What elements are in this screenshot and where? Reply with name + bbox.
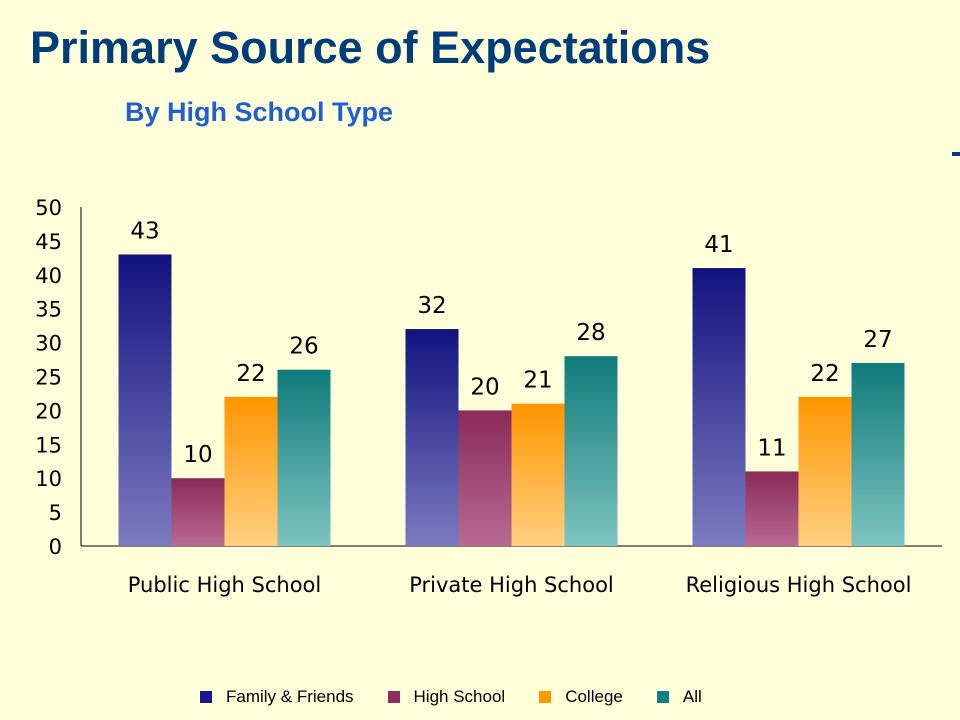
data-label: 27 [863, 327, 892, 353]
y-tick-label: 25 [35, 366, 62, 390]
y-tick-label: 30 [35, 332, 62, 356]
legend: Family & Friends High School College All [200, 686, 736, 708]
y-tick-label: 15 [35, 433, 62, 457]
bar-0-0 [118, 254, 172, 546]
bar-3-0 [277, 369, 331, 546]
y-tick-label: 50 [35, 196, 62, 220]
legend-swatch [539, 691, 552, 703]
data-label: 22 [810, 361, 839, 387]
bar-1-0 [171, 478, 225, 546]
legend-label: College [565, 687, 623, 706]
data-label: 41 [704, 232, 733, 258]
legend-label: High School [413, 687, 506, 706]
y-tick-label: 45 [35, 230, 62, 254]
bars-group: 43 10 22 26 32 20 21 28 41 11 22 27 [118, 218, 905, 546]
y-tick-label: 35 [35, 298, 62, 322]
bar-3-2 [851, 362, 905, 546]
legend-label: Family & Friends [226, 687, 354, 706]
legend-item-family-friends: Family & Friends [200, 687, 354, 707]
legend-swatch [200, 691, 212, 703]
data-label: 22 [236, 361, 265, 387]
data-label: 32 [417, 293, 446, 319]
bar-1-2 [745, 471, 799, 546]
x-category-label: Religious High School [686, 573, 912, 597]
bar-2-1 [511, 403, 565, 546]
chart-title: Primary Source of Expectations [30, 22, 711, 73]
y-tick-label: 20 [35, 399, 62, 423]
legend-swatch [656, 691, 669, 703]
data-label: 43 [130, 218, 159, 244]
data-label: 10 [183, 442, 212, 468]
decorative-mark [952, 152, 960, 156]
data-label: 28 [576, 320, 605, 346]
bar-3-1 [564, 356, 618, 546]
data-label: 26 [289, 334, 318, 360]
legend-swatch [387, 691, 400, 703]
y-tick-label: 5 [49, 501, 62, 525]
bar-1-1 [458, 410, 512, 546]
bar-2-2 [798, 396, 852, 546]
data-label: 20 [470, 374, 499, 400]
bar-0-1 [405, 329, 459, 546]
y-tick-label: 0 [49, 535, 62, 559]
y-tick-label: 10 [35, 467, 62, 491]
data-label: 11 [757, 435, 786, 461]
bar-0-2 [692, 268, 746, 546]
legend-label: All [682, 687, 702, 706]
x-category-label: Public High School [128, 573, 321, 597]
legend-item-all: All [656, 687, 702, 707]
x-category-label: Private High School [409, 573, 614, 597]
legend-item-college: College [539, 687, 623, 707]
bar-2-0 [224, 396, 278, 546]
chart-axes: 0 5 10 15 20 25 30 35 40 45 50 Public High School Pr… [35, 196, 942, 597]
legend-item-high-school: High School [387, 687, 506, 707]
y-tick-label: 40 [35, 264, 62, 288]
chart-subtitle: By High School Type [125, 97, 394, 127]
data-label: 21 [523, 368, 552, 394]
